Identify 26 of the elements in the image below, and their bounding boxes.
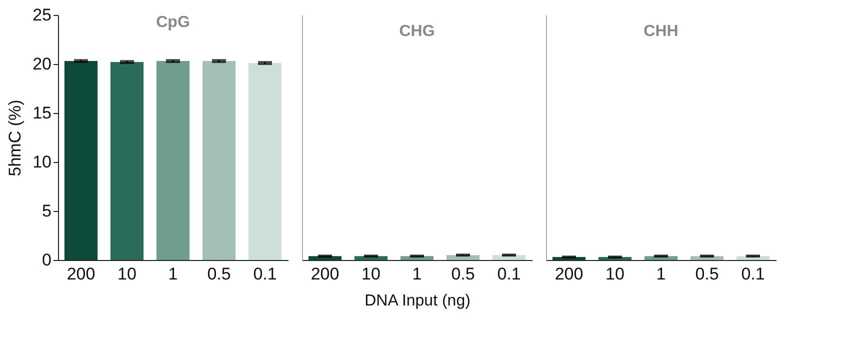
x-tick-label: 0.5 [695,264,719,284]
y-axis-title: 5hmC (%) [6,100,25,176]
x-tick-label: 0.5 [451,264,475,284]
y-tick-label: 15 [32,104,52,122]
x-tick-label: 0.1 [741,264,765,284]
x-tick-label: 1 [412,264,422,284]
x-tick-label: 0.1 [253,264,277,284]
text: CHH [644,23,678,40]
x-axis-title: DNA Input (ng) [364,292,470,310]
y-tick-label: 20 [32,54,52,74]
chart-title: CpG [156,14,190,31]
text: CHG [399,23,435,40]
x-tick-label: 10 [362,264,380,284]
y-tick-label: 0 [42,250,52,270]
x-tick-label: 0.1 [497,264,521,284]
y-tick-label: 5 [42,202,52,220]
x-tick-label: 10 [118,264,136,284]
x-tick-label: 1 [656,264,666,284]
x-tick-label: 200 [554,264,584,284]
y-tick-label: 10 [32,152,52,172]
x-tick-label: 10 [606,264,624,284]
y-tick-label: 25 [32,6,52,24]
x-tick-label: 1 [168,264,178,284]
x-tick-label: 200 [66,264,96,284]
x-tick-label: 0.5 [207,264,231,284]
x-tick-label: 200 [310,264,340,284]
